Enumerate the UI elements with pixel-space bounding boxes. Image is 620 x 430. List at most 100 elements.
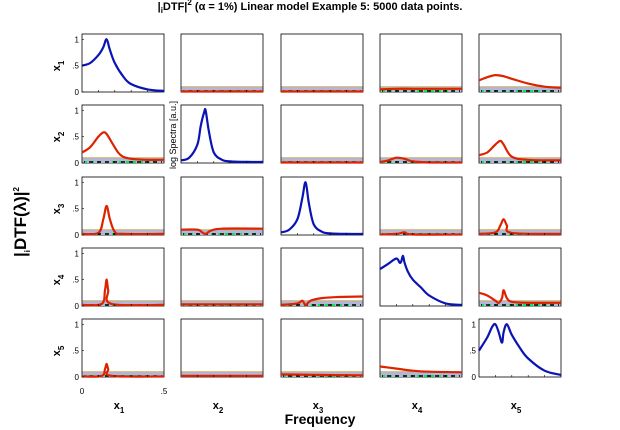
y-tick-label: 1 bbox=[75, 249, 80, 258]
y-tick-label: .5 bbox=[72, 276, 79, 285]
dtf-line bbox=[478, 289, 562, 304]
panel-r4-c5 bbox=[478, 247, 562, 307]
panel-frame bbox=[81, 176, 165, 236]
panel-frame bbox=[478, 176, 562, 236]
dtf-line bbox=[379, 365, 463, 374]
panel-grid: 0.510.510.510.510.510.50.51 bbox=[72, 33, 562, 396]
panel-r1-c4 bbox=[379, 33, 463, 93]
y-tick-label: 1 bbox=[472, 320, 477, 329]
significance-band bbox=[380, 229, 462, 235]
x-tick-label: .5 bbox=[161, 387, 168, 396]
y-tick-label: .5 bbox=[469, 347, 476, 356]
row-label: x1 bbox=[51, 60, 66, 71]
dtf-line bbox=[81, 362, 165, 378]
y-tick-label: 0 bbox=[75, 159, 80, 168]
panel-r4-c4 bbox=[379, 247, 463, 307]
panel-frame bbox=[379, 247, 463, 307]
row-label: x4 bbox=[51, 274, 66, 285]
x-axis-label: Frequency bbox=[285, 411, 356, 427]
spectrum-line bbox=[478, 322, 562, 376]
significance-band bbox=[479, 229, 561, 235]
y-tick-label: 1 bbox=[75, 320, 80, 329]
panel-frame bbox=[379, 104, 463, 164]
y-tick-label: .5 bbox=[72, 205, 79, 214]
dtf-line bbox=[81, 204, 165, 236]
dtf-line bbox=[379, 87, 462, 91]
significance-band bbox=[479, 86, 561, 92]
column-labels: x1 x2 x3 x4 x5 bbox=[114, 400, 522, 415]
panel-r4-c3 bbox=[280, 247, 364, 307]
significance-band bbox=[479, 157, 561, 163]
panel-r1-c1: 0.51 bbox=[72, 33, 165, 97]
y-tick-label: .5 bbox=[72, 62, 79, 71]
dtf-line bbox=[478, 73, 562, 89]
column-label: x1 bbox=[114, 400, 125, 415]
dtf-line bbox=[180, 227, 264, 236]
panel-r4-c2 bbox=[180, 247, 264, 307]
significance-band bbox=[82, 157, 164, 163]
y-tick-label: 0 bbox=[75, 373, 80, 382]
y-tick-label: 1 bbox=[75, 178, 80, 187]
significance-band bbox=[281, 86, 363, 92]
column-label: x4 bbox=[412, 400, 423, 415]
panel-r5-c2 bbox=[180, 318, 264, 378]
spectrum-line bbox=[379, 254, 463, 306]
panel-frame bbox=[180, 176, 264, 236]
panel-r5-c4 bbox=[379, 318, 463, 378]
significance-band bbox=[82, 229, 164, 235]
panel-frame bbox=[280, 104, 364, 164]
log-spectra-label: log Spectra [a.u.] bbox=[168, 101, 178, 169]
panel-frame bbox=[180, 104, 264, 164]
panel-frame bbox=[81, 318, 165, 378]
y-tick-label: 0 bbox=[75, 302, 80, 311]
panel-frame bbox=[180, 33, 264, 93]
panel-r1-c2 bbox=[180, 33, 264, 93]
column-label: x5 bbox=[511, 400, 522, 415]
significance-band bbox=[380, 371, 462, 377]
panel-r2-c1: 0.51 bbox=[72, 104, 165, 168]
panel-r3-c3 bbox=[280, 176, 364, 236]
panel-frame bbox=[81, 33, 165, 93]
y-tick-label: 1 bbox=[75, 106, 80, 115]
dtf-line bbox=[379, 231, 463, 236]
significance-band bbox=[181, 229, 263, 235]
figure-title: |iDTF|2 (α = 1%) Linear model Example 5:… bbox=[158, 0, 463, 15]
panel-r1-c5 bbox=[478, 33, 562, 93]
row-label: x5 bbox=[51, 345, 66, 356]
panel-frame bbox=[81, 104, 165, 164]
panel-r4-c1: 0.51 bbox=[72, 247, 165, 311]
panel-r5-c1: 0 .5 1 0 .5 bbox=[72, 318, 168, 396]
panel-frame bbox=[478, 247, 562, 307]
panel-frame bbox=[81, 247, 165, 307]
spectrum-line bbox=[280, 181, 364, 236]
panel-r3-c1: 0.51 bbox=[72, 176, 165, 240]
x-tick-label: 0 bbox=[80, 387, 85, 396]
column-label: x2 bbox=[213, 400, 224, 415]
significance-band bbox=[380, 157, 462, 163]
significance-band bbox=[281, 300, 363, 306]
panel-frame bbox=[280, 318, 364, 378]
y-tick-label: .5 bbox=[72, 347, 79, 356]
panel-frame bbox=[379, 176, 463, 236]
panel-r2-c2 bbox=[180, 104, 264, 164]
y-tick-label: 1 bbox=[75, 35, 80, 44]
dtf-line bbox=[81, 278, 165, 307]
y-axis-label: |iDTF(λ)|2 bbox=[11, 186, 32, 257]
panel-r2-c4 bbox=[379, 104, 463, 164]
significance-band bbox=[82, 300, 164, 306]
significance-band bbox=[181, 371, 263, 377]
panel-frame bbox=[180, 247, 264, 307]
row-labels: x1 x2 x3 x4 x5 bbox=[51, 60, 66, 356]
panel-r3-c4 bbox=[379, 176, 463, 236]
panel-r5-c3 bbox=[280, 318, 364, 378]
dtf-line bbox=[280, 373, 364, 377]
panel-r5-c5: 0.51 bbox=[469, 318, 562, 382]
dtf-line bbox=[280, 295, 364, 306]
panel-frame bbox=[379, 33, 463, 93]
significance-band bbox=[281, 157, 363, 163]
y-tick-label: 0 bbox=[75, 88, 80, 97]
panel-r2-c5 bbox=[478, 104, 562, 164]
panel-r3-c2 bbox=[180, 176, 264, 236]
panel-frame bbox=[478, 104, 562, 164]
column-label: x3 bbox=[313, 400, 324, 415]
